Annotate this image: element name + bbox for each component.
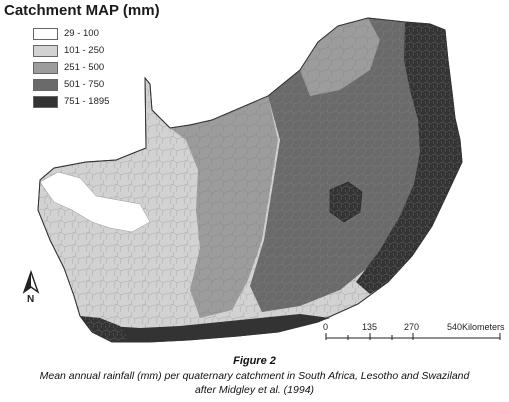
scale-units: Kilometers bbox=[462, 322, 505, 332]
legend-swatch bbox=[33, 44, 58, 57]
scale-tick-135: 135 bbox=[362, 322, 378, 332]
map-figure: Catchment MAP (mm) 29 - 100 101 - 250 25… bbox=[4, 2, 505, 343]
scale-tick-0: 0 bbox=[323, 322, 329, 332]
lesotho bbox=[329, 181, 363, 223]
scale-bar bbox=[325, 333, 501, 340]
figure-number: Figure 2 bbox=[233, 355, 276, 367]
legend-swatch bbox=[33, 78, 58, 91]
legend-item: 501 - 750 bbox=[33, 76, 109, 93]
country-border bbox=[37, 17, 463, 343]
scale-tick-540: 540 bbox=[447, 322, 463, 332]
legend-swatch bbox=[33, 61, 58, 74]
north-arrow-icon bbox=[22, 270, 40, 294]
eastern-region bbox=[250, 18, 455, 312]
scale-tick-270: 270 bbox=[404, 322, 420, 332]
south-coast-region bbox=[110, 314, 330, 342]
legend-item: 101 - 250 bbox=[33, 42, 109, 59]
legend-swatch bbox=[33, 95, 58, 108]
legend-title: Catchment MAP (mm) bbox=[4, 2, 160, 19]
legend-item: 29 - 100 bbox=[33, 25, 109, 42]
legend-label: 751 - 1895 bbox=[64, 96, 110, 107]
caption-line-2: after Midgley et al. (1994) bbox=[194, 384, 315, 396]
arid-region bbox=[39, 171, 151, 233]
legend-item: 251 - 500 bbox=[33, 59, 109, 76]
legend-label: 101 - 250 bbox=[64, 45, 105, 56]
caption-line-1: Mean annual rainfall (mm) per quaternary… bbox=[39, 370, 470, 382]
cape-region bbox=[80, 316, 128, 342]
legend: 29 - 100 101 - 250 251 - 500 501 - 750 7… bbox=[33, 25, 109, 110]
northeast-region bbox=[300, 18, 380, 96]
legend-swatch bbox=[33, 27, 58, 40]
legend-label: 251 - 500 bbox=[64, 62, 105, 73]
legend-label: 29 - 100 bbox=[64, 28, 99, 39]
escarpment-region bbox=[356, 22, 462, 294]
north-letter: N bbox=[27, 294, 35, 305]
legend-label: 501 - 750 bbox=[64, 79, 105, 90]
map-canvas bbox=[37, 17, 463, 343]
central-region bbox=[170, 96, 278, 318]
legend-item: 751 - 1895 bbox=[33, 93, 109, 110]
